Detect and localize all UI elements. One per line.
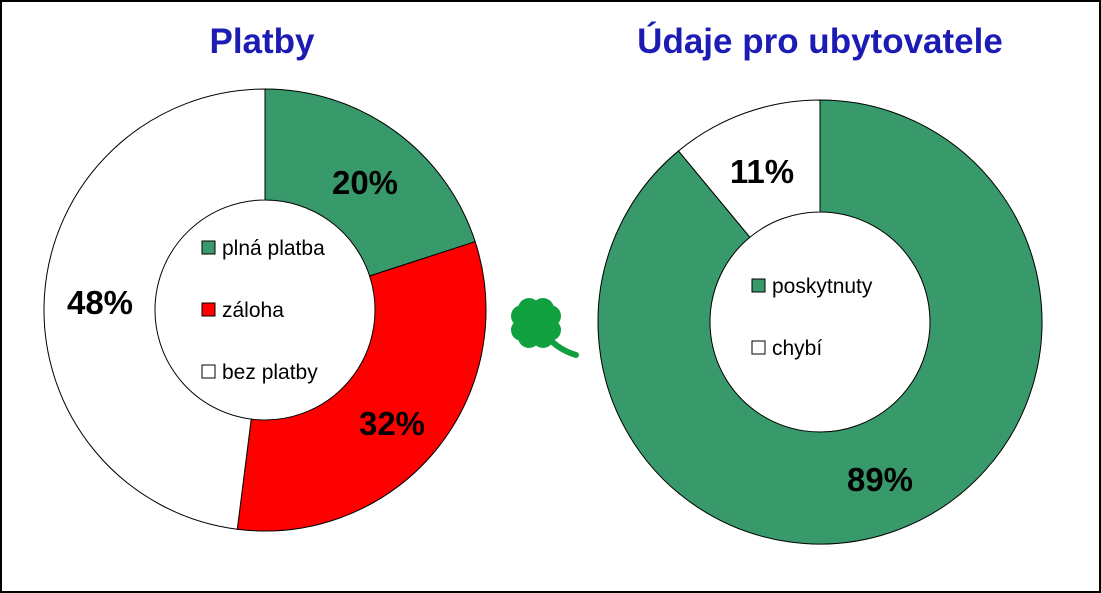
donut-slice-bez-platby	[43, 88, 266, 530]
legend-swatch	[201, 240, 216, 255]
legend-swatch	[751, 340, 766, 355]
chart-title-udaje: Údaje pro ubytovatele	[637, 22, 1003, 61]
legend-label: bez platby	[222, 361, 318, 384]
slice-value-label: 20%	[332, 164, 398, 201]
donut-slice-chybi	[677, 99, 821, 238]
slice-value-label: 32%	[359, 405, 425, 442]
slice-value-label: 89%	[847, 461, 913, 498]
legend-swatch	[201, 364, 216, 379]
donut-slice-zaloha	[236, 241, 487, 532]
legend-label: poskytnuty	[772, 275, 873, 298]
legend-swatch	[751, 278, 766, 293]
legend-label: záloha	[222, 299, 284, 322]
donut-chart-platby: 20% plná platba 32% záloha 48% bez platby	[43, 88, 487, 532]
slice-value-label: 48%	[67, 284, 133, 321]
four-leaf-clover-icon	[511, 298, 579, 358]
legend-label: chybí	[772, 337, 822, 360]
legend-swatch	[201, 302, 216, 317]
chart-title-platby: Platby	[209, 22, 315, 61]
donut-slice-plna-platba	[264, 88, 476, 277]
donut-slice-poskytnuty	[597, 99, 1043, 545]
donut-chart-udaje: 89% poskytnuty 11% chybí	[597, 99, 1043, 545]
legend-label: plná platba	[222, 237, 325, 260]
slice-value-label: 11%	[730, 153, 794, 190]
